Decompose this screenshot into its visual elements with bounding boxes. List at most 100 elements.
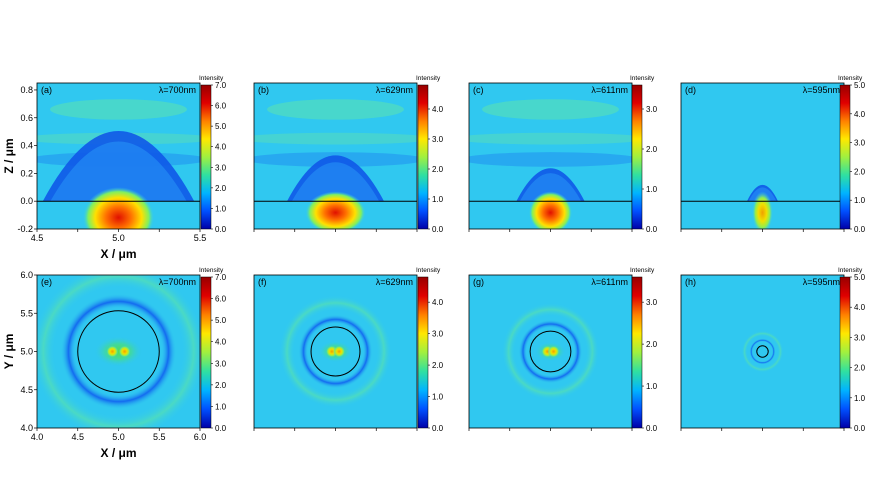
colorbar xyxy=(631,84,643,230)
colorbar-title: Intensity xyxy=(838,75,863,82)
colorbar-tick-label: 6.0 xyxy=(215,295,227,304)
field-map xyxy=(681,275,844,428)
colorbar xyxy=(417,276,429,429)
colorbar xyxy=(839,84,851,230)
colorbar-tick-label: 3.0 xyxy=(854,333,866,342)
colorbar xyxy=(200,84,212,230)
colorbar-tick-label: 7.0 xyxy=(215,81,227,90)
colorbar-tick-label: 0.0 xyxy=(646,225,658,234)
x-axis-label: X / μm xyxy=(100,446,136,460)
x-tick-label: 4.5 xyxy=(31,233,44,243)
colorbar-tick-label: 0.0 xyxy=(646,424,658,433)
wavelength-label: λ=629nm xyxy=(376,277,413,287)
colorbar-tick-label: 4.0 xyxy=(432,105,444,114)
colorbar-tick-label: 1.0 xyxy=(854,196,866,205)
fringe-band xyxy=(469,132,632,145)
center-glow xyxy=(94,336,143,367)
colorbar-tick-label: 5.0 xyxy=(854,81,866,90)
colorbar-tick-label: 0.0 xyxy=(854,424,866,433)
colorbar-tick-label: 4.0 xyxy=(215,338,227,347)
panel-label: (c) xyxy=(473,85,484,95)
y-tick-label: 6.0 xyxy=(20,270,33,280)
colorbar-tick-label: 3.0 xyxy=(854,139,866,148)
colorbar-tick-label: 2.0 xyxy=(215,381,227,390)
y-tick-label: 0.2 xyxy=(20,168,33,178)
panel-label: (e) xyxy=(41,277,52,287)
center-lobe xyxy=(118,345,131,358)
colorbar-tick-label: 4.0 xyxy=(854,303,866,312)
wavelength-label: λ=595nm xyxy=(803,277,840,287)
y-tick-label: 0.0 xyxy=(20,196,33,206)
colorbar-tick-label: 3.0 xyxy=(215,359,227,368)
y-tick-label: -0.2 xyxy=(17,224,33,234)
colorbar-tick-label: 5.0 xyxy=(215,316,227,325)
hot-spot xyxy=(82,187,155,229)
wavelength-label: λ=611nm xyxy=(591,85,628,95)
colorbar-tick-label: 2.0 xyxy=(432,361,444,370)
panel-label: (g) xyxy=(473,277,484,287)
colorbar-tick-label: 2.0 xyxy=(646,145,658,154)
wavelength-label: λ=611nm xyxy=(591,277,628,287)
hot-spot xyxy=(752,191,773,229)
y-tick-label: 4.0 xyxy=(20,423,33,433)
y-tick-label: 4.5 xyxy=(20,385,33,395)
colorbar-title: Intensity xyxy=(838,267,863,274)
y-tick-label: 0.6 xyxy=(20,113,33,123)
colorbar-tick-label: 0.0 xyxy=(854,225,866,234)
colorbar-tick-label: 6.0 xyxy=(215,102,227,111)
panel-label: (a) xyxy=(41,85,52,95)
hot-spot xyxy=(528,191,573,229)
panel-label: (h) xyxy=(685,277,696,287)
colorbar-title: Intensity xyxy=(199,267,224,274)
wavelength-label: λ=700nm xyxy=(159,85,196,95)
rod-outline xyxy=(756,345,769,358)
wavelength-label: λ=629nm xyxy=(376,85,413,95)
colorbar xyxy=(200,276,212,429)
field-map xyxy=(37,275,200,428)
colorbar-tick-label: 2.0 xyxy=(432,165,444,174)
colorbar-tick-label: 3.0 xyxy=(432,330,444,339)
colorbar-tick-label: 1.0 xyxy=(215,204,227,213)
colorbar xyxy=(839,276,851,429)
colorbar-tick-label: 7.0 xyxy=(215,273,227,282)
cap-inner xyxy=(291,162,380,202)
panel-label: (f) xyxy=(258,277,267,287)
cap-inner xyxy=(50,141,187,202)
center-lobe xyxy=(106,345,119,358)
fringe-band xyxy=(267,99,404,120)
colorbar-tick-label: 4.0 xyxy=(215,143,227,152)
x-tick-label: 4.5 xyxy=(71,432,84,442)
field-map xyxy=(469,83,632,229)
colorbar-tick-label: 1.0 xyxy=(432,195,444,204)
y-axis-label: Y / μm xyxy=(2,334,16,370)
panel-h: (h) λ=595nm Intensity 0.0 1.0 2.0 3.0 4.0 5.0 xyxy=(680,267,866,433)
colorbar-tick-label: 2.0 xyxy=(854,364,866,373)
field-map xyxy=(469,275,632,428)
colorbar-tick-label: 0.0 xyxy=(215,424,227,433)
colorbar-title: Intensity xyxy=(416,75,441,82)
colorbar-title: Intensity xyxy=(630,75,655,82)
wavelength-label: λ=700nm xyxy=(159,277,196,287)
panel-a: (a) λ=700nm 4.5 5.0 5.5 -0.2 0.0 0.2 0.4 0.6 0.8 X … xyxy=(2,75,227,261)
x-tick-label: 5.0 xyxy=(112,432,125,442)
colorbar-tick-label: 5.0 xyxy=(215,122,227,131)
rod-outline xyxy=(310,326,361,377)
panel-e: (e) λ=700nm 4.0 4.5 5.0 5.5 6.0 4.0 4.5 5.0 5.5 6.0… xyxy=(2,267,227,460)
colorbar-tick-label: 2.0 xyxy=(854,167,866,176)
colorbar-title: Intensity xyxy=(416,267,441,274)
field-map xyxy=(254,83,417,229)
colorbar-tick-label: 3.0 xyxy=(646,105,658,114)
colorbar-tick-label: 1.0 xyxy=(646,382,658,391)
wavelength-label: λ=595nm xyxy=(803,85,840,95)
x-tick-label: 6.0 xyxy=(194,432,207,442)
colorbar-tick-label: 1.0 xyxy=(432,393,444,402)
colorbar-title: Intensity xyxy=(199,75,224,82)
dark-ring xyxy=(748,337,777,366)
panel-label: (b) xyxy=(258,85,269,95)
rod-outline xyxy=(529,330,572,373)
x-tick-label: 5.5 xyxy=(153,432,166,442)
